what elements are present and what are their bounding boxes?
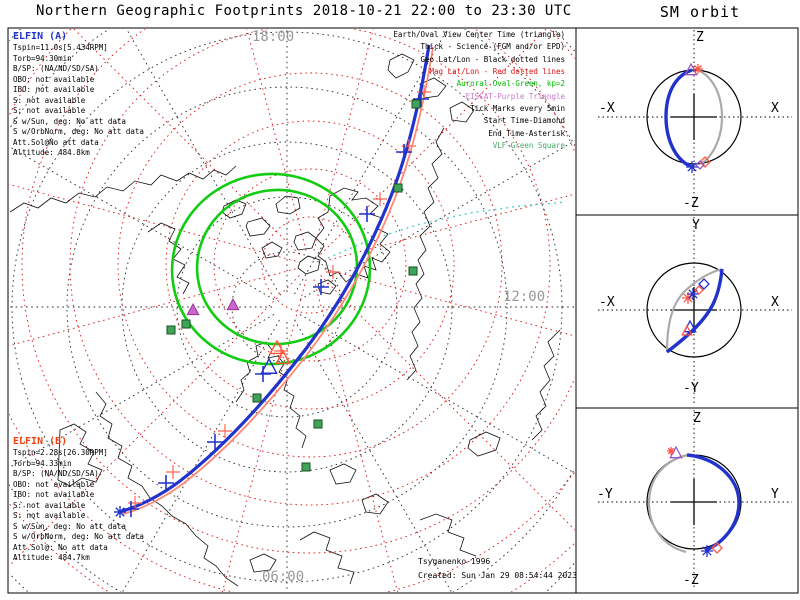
svg-text:-Z: -Z xyxy=(683,196,699,211)
latlon-grids xyxy=(9,29,575,592)
legend-line-vlf: VLF-Green Square xyxy=(492,141,565,151)
elfin-b-sun-angle: S w/Sun, deg: No att data xyxy=(13,521,126,531)
sm-panel-frame-xy xyxy=(575,214,799,409)
elfin-a-sun-angle: S w/Sun, deg: No att data xyxy=(13,116,126,126)
legend-line-eiscat: EISCAT-Purple Triangle xyxy=(465,91,565,101)
svg-text:Z: Z xyxy=(696,30,704,45)
legend-line-view-center: Earth/Oval View Center Time (triangle) xyxy=(393,30,565,39)
svg-text:-Y: -Y xyxy=(597,487,613,502)
sm-panel-frame-xz xyxy=(575,27,799,216)
mlt-label-06: 06:00 xyxy=(262,569,305,585)
elfin-b-info: ELFIN (B) Tspin=2.28s[26.30RPM] Torb=94.… xyxy=(13,436,144,564)
svg-text:X: X xyxy=(771,295,779,310)
sm-orbit-panels: Z -Z -X X Y -Y -X X Z -Z -Y Y xyxy=(597,30,792,589)
legend-line-tick-marks: Tick Marks every 5min xyxy=(470,104,565,114)
elfin-a-attsol: Att.Sol@No att data xyxy=(13,137,99,147)
elfin-a-tspin: Tspin=11.0s[5.434RPM] xyxy=(13,43,108,52)
map-area xyxy=(9,29,575,592)
elfin-a-title: ELFIN (A) xyxy=(13,31,68,42)
legend-line-end-time: End Time-Asterisk xyxy=(488,128,565,138)
svg-text:-X: -X xyxy=(599,295,615,310)
elfin-b-altitude: Altitude: 484.7km xyxy=(13,553,90,563)
elfin-b-orbnorm-angle: S w/OrbNorm, deg: No att data xyxy=(13,532,144,542)
elfin-a-orbnorm-angle: S w/OrbNorm, deg: No att data xyxy=(13,127,144,137)
elfin-b-tspin: Tspin=2.28s[26.30RPM] xyxy=(13,448,108,457)
elfin-a-s2: S: not available xyxy=(13,106,86,116)
page-title: Northern Geographic Footprints 2018-10-2… xyxy=(36,3,572,19)
svg-text:Z: Z xyxy=(693,411,701,426)
elfin-a-info: ELFIN (A) Tspin=11.0s[5.434RPM] Torb=94.… xyxy=(13,31,144,159)
map-overlays xyxy=(114,44,567,518)
elfin-a-obo: OBO: not available xyxy=(13,74,95,84)
elfin-a-s1: S: not available xyxy=(13,95,86,105)
mlt-label-12: 12:00 xyxy=(503,289,546,305)
model-label: Tsyganenko-1996 xyxy=(418,557,491,566)
legend-line-mag-grid: Mag Lat/Lon - Red dotted lines xyxy=(429,67,565,77)
elfin-b-s1: S: not available xyxy=(13,500,86,510)
sm-panel-frame-yz xyxy=(575,407,799,594)
svg-text:-Z: -Z xyxy=(683,573,699,588)
svg-text:-X: -X xyxy=(599,101,615,116)
created-timestamp: Created: Sun Jan 29 08:54:44 2023 xyxy=(418,570,577,580)
mlt-label-18: 18:00 xyxy=(252,29,295,45)
legend: Earth/Oval View Center Time (triangle) T… xyxy=(315,29,565,152)
svg-text:Y: Y xyxy=(771,487,779,502)
elfin-b-attsol: Att.Sol@: No att data xyxy=(13,542,108,552)
legend-line-start-time: Start Time-Diamond xyxy=(483,116,565,126)
sm-orbit-title: SM orbit xyxy=(659,3,741,21)
elfin-a-ibo: IBO: not available xyxy=(13,85,95,95)
svg-text:X: X xyxy=(771,101,779,116)
elfin-a-torb: Torb=94.30min xyxy=(13,53,72,63)
svg-text:-Y: -Y xyxy=(683,381,699,396)
elfin-b-torb: Torb=94.33min xyxy=(13,458,72,468)
legend-line-geo-grid: Geo Lat/Lon - Black dotted lines xyxy=(420,54,566,64)
elfin-a-altitude: Altitude: 484.8km xyxy=(13,148,90,158)
coastlines xyxy=(9,53,561,587)
legend-line-auroral-oval: Auroral Oval-Green, kp=2 xyxy=(456,79,565,89)
svg-text:Y: Y xyxy=(692,218,700,233)
elfin-b-ibo: IBO: not available xyxy=(13,490,95,500)
elfin-a-bsp: B/SP: (NA/ND/SD/SA) xyxy=(13,64,99,74)
elfin-b-bsp: B/SP: (NA/ND/SD/SA) xyxy=(13,469,99,479)
elfin-b-title: ELFIN (B) xyxy=(13,436,68,447)
elfin-b-obo: OBO: not available xyxy=(13,479,95,489)
elfin-b-s2: S: not available xyxy=(13,511,86,521)
credits: Tsyganenko-1996 Created: Sun Jan 29 08:5… xyxy=(418,555,577,582)
legend-line-thick-science: Thick - Science (FGM and/or EPD) xyxy=(420,42,566,52)
panel-frames xyxy=(7,27,799,594)
